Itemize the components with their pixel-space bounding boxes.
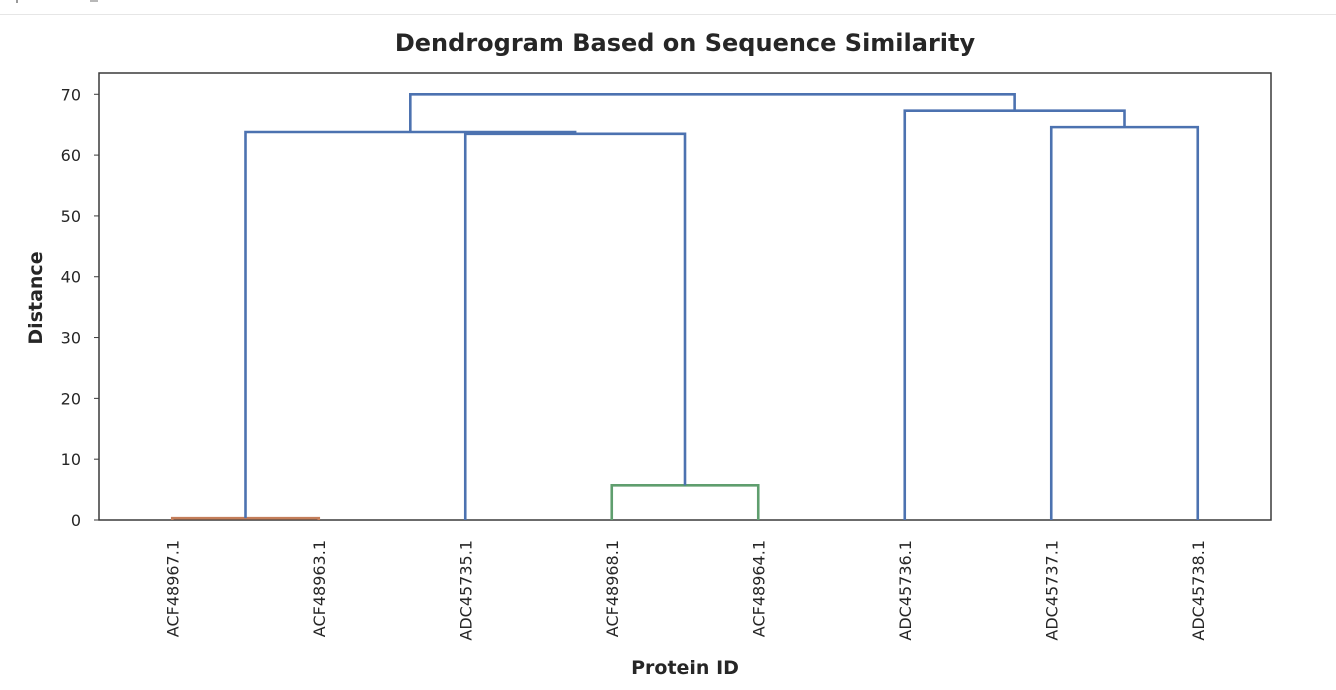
x-tick-label: ADC45737.1: [1042, 540, 1061, 641]
y-tick-label: 10: [61, 450, 81, 469]
dendrogram-links: [170, 92, 1200, 520]
y-tick-label: 70: [61, 85, 81, 104]
x-axis-ticks: ACF48967.1 ACF48963.1 ADC45735.1 ACF48968.1…: [163, 540, 1208, 641]
top-strip-mark: [16, 0, 18, 3]
x-tick-label: ADC45735.1: [456, 540, 475, 641]
top-strip-mark-secondary: [90, 0, 98, 2]
x-tick-label: ACF48964.1: [749, 540, 768, 637]
chart-title: Dendrogram Based on Sequence Similarity: [395, 29, 976, 57]
y-tick-label: 20: [61, 389, 81, 408]
x-tick-label: ACF48968.1: [603, 540, 622, 637]
x-axis-label: Protein ID: [631, 657, 739, 679]
y-tick-label: 30: [61, 329, 81, 348]
y-axis-label: Distance: [25, 251, 47, 344]
y-tick-label: 60: [61, 146, 81, 165]
dendrogram-link: [244, 130, 577, 519]
plot-frame: [98, 72, 1272, 521]
dendrogram-link: [903, 109, 1126, 520]
dendrogram-link: [463, 132, 687, 520]
window-top-strip: [0, 0, 1336, 15]
y-tick-label: 0: [71, 511, 81, 530]
dendrogram-link: [610, 484, 760, 520]
x-tick-label: ACF48963.1: [310, 540, 329, 637]
dendrogram-link: [170, 516, 321, 520]
y-tick-label: 40: [61, 268, 81, 287]
y-tick-label: 50: [61, 207, 81, 226]
dendrogram-link: [409, 92, 1016, 132]
x-tick-label: ACF48967.1: [163, 540, 182, 637]
dendrogram-link: [1049, 125, 1200, 520]
y-axis-ticks: 0 10 20 30 40 50 60 70: [61, 85, 99, 530]
x-tick-label: ADC45738.1: [1189, 540, 1208, 641]
x-tick-label: ADC45736.1: [896, 540, 915, 641]
